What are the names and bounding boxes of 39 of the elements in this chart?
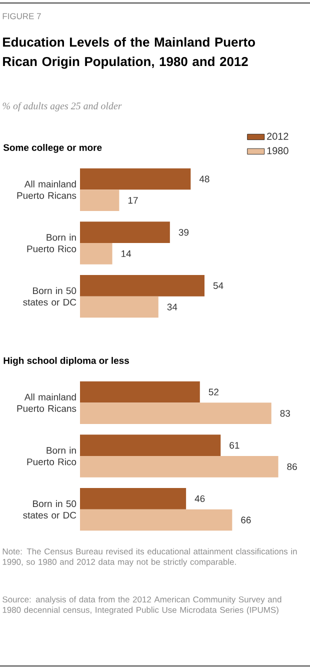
y-tick-label: All mainland Puerto Ricans	[17, 180, 76, 199]
y-tick-label: Born in 50 states or DC	[23, 287, 76, 306]
y-tick-label: Born in 50 states or DC	[23, 500, 76, 519]
bar	[80, 509, 232, 531]
y-tick-label: Born in Puerto Rico	[27, 234, 76, 252]
data-label: 46	[194, 495, 205, 502]
data-label: 61	[230, 442, 240, 449]
legend-label: 2012	[267, 132, 288, 140]
bar	[80, 168, 191, 190]
bar	[80, 488, 186, 510]
bar	[80, 434, 221, 456]
bar	[80, 190, 120, 212]
y-tick-label: Born in Puerto Rico	[27, 446, 76, 466]
data-label: 39	[178, 228, 189, 236]
data-label: 14	[122, 250, 132, 257]
chart-title: High school diploma or less	[4, 356, 129, 366]
bar	[80, 381, 200, 403]
data-label: 66	[241, 516, 251, 524]
bar	[80, 243, 112, 264]
bar	[80, 456, 278, 478]
bar	[80, 222, 170, 244]
data-label: 86	[287, 463, 297, 470]
data-label: 83	[280, 410, 290, 417]
data-label: 52	[208, 388, 218, 396]
bar	[80, 296, 158, 318]
data-label: 34	[167, 304, 178, 310]
text: Education Levels of the Mainland Puerto Rican Origin Population, 1980 and 2012	[3, 37, 255, 69]
data-label: 54	[213, 282, 224, 289]
text: % of adults ages 25 and older	[2, 102, 122, 112]
data-label: 17	[128, 197, 138, 204]
bar	[80, 275, 204, 296]
caption: FIGURE 7	[2, 13, 41, 20]
y-tick-label: All mainland Puerto Ricans	[17, 393, 76, 412]
bar	[80, 402, 272, 424]
data-label: 48	[199, 176, 210, 182]
text: Note: The Census Bureau revised its educational attainment classifications in 1990, so 1980 and 2012 data may not be strictly comparable.	[2, 548, 297, 567]
chart-title: Some college or more	[3, 144, 102, 153]
source-note: Source: analysis of data from the 2012 American Community Survey and 1980 decennial census, Integrated Public Use Microdata Series (IPUMS)	[2, 596, 282, 615]
legend-label: 1980	[267, 147, 288, 154]
